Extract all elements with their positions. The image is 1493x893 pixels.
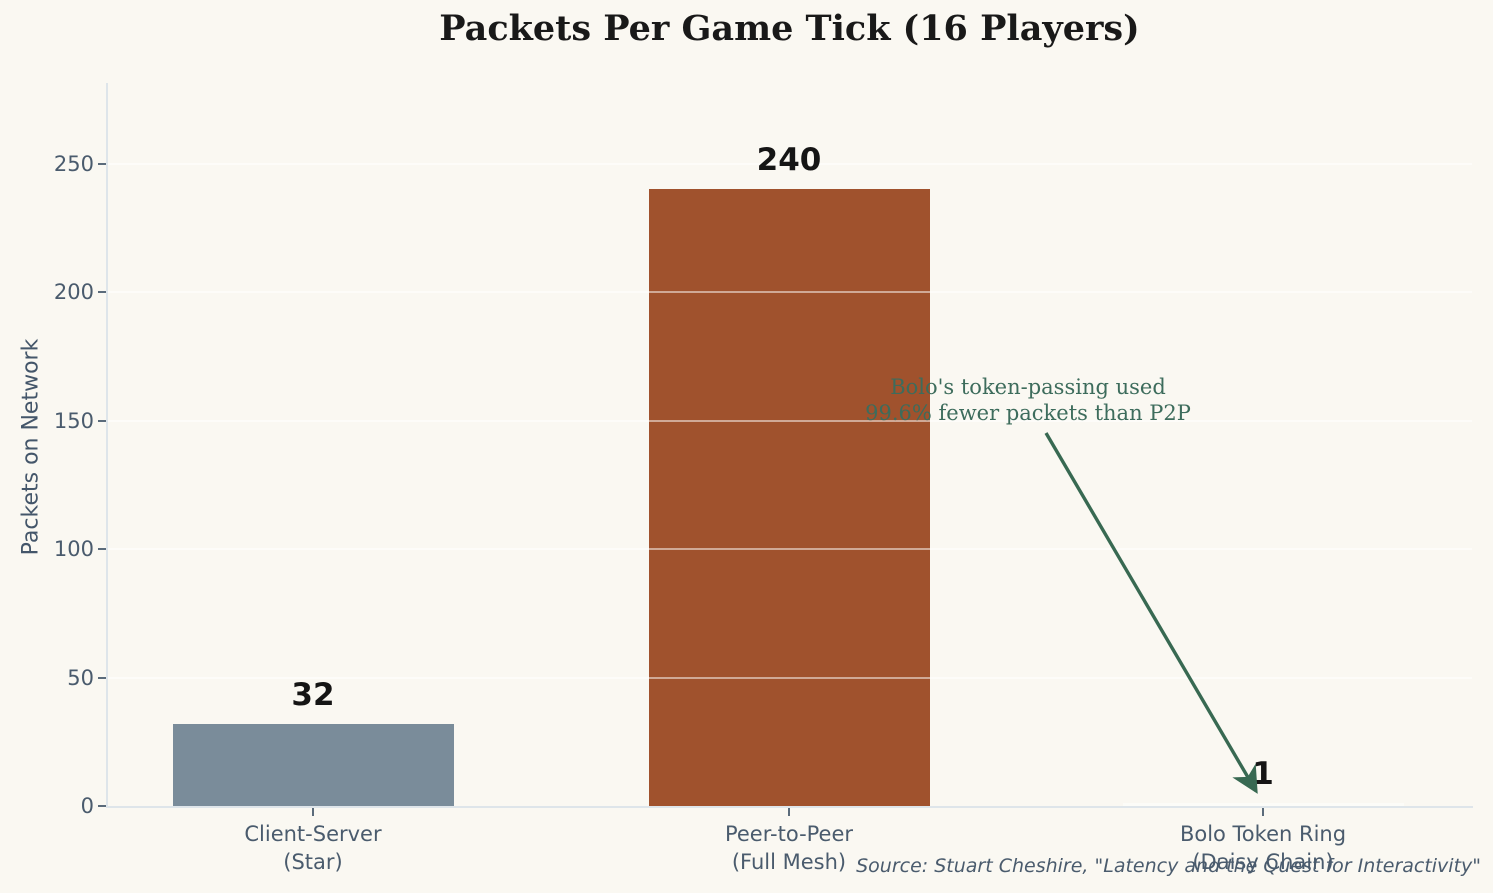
y-tick-label-0: 0 bbox=[80, 794, 94, 818]
bar-bolo-token-ring bbox=[1122, 803, 1404, 806]
gridline-50 bbox=[107, 676, 1472, 679]
y-tick-mark-100 bbox=[98, 548, 106, 550]
gridline-150 bbox=[107, 419, 1472, 422]
y-tick-mark-200 bbox=[98, 291, 106, 293]
x-tick-label-peer-to-peer: Peer-to-Peer (Full Mesh) bbox=[629, 820, 949, 876]
gridline-100 bbox=[107, 548, 1472, 550]
y-tick-mark-150 bbox=[98, 419, 106, 422]
y-tick-mark-0 bbox=[98, 805, 106, 807]
x-tick-mark-peer-to-peer bbox=[788, 808, 790, 816]
y-tick-label-200: 200 bbox=[53, 280, 94, 304]
gridline-250 bbox=[107, 162, 1472, 165]
y-tick-label-150: 150 bbox=[53, 408, 94, 433]
x-axis-line bbox=[106, 806, 1473, 808]
bar-client-server bbox=[172, 723, 454, 806]
x-tick-label-client-server: Client-Server (Star) bbox=[153, 820, 473, 876]
value-label-peer-to-peer: 240 bbox=[756, 142, 822, 179]
x-tick-mark-client-server bbox=[312, 808, 314, 816]
y-axis-line bbox=[106, 83, 108, 807]
x-tick-mark-bolo-token-ring bbox=[1262, 808, 1264, 816]
x-tick-label-line: (Daisy Chain) bbox=[1192, 850, 1334, 874]
x-tick-label-line: Bolo Token Ring bbox=[1179, 822, 1347, 846]
y-tick-mark-50 bbox=[98, 676, 106, 679]
source-caption: Source: Stuart Cheshire, "Latency and th… bbox=[856, 855, 1481, 877]
y-tick-label-250: 250 bbox=[53, 151, 94, 176]
y-tick-mark-250 bbox=[98, 162, 106, 165]
chart-title: Packets Per Game Tick (16 Players) bbox=[439, 8, 1140, 49]
x-tick-label-bolo-token-ring: Bolo Token Ring (Daisy Chain) bbox=[1103, 820, 1423, 876]
annotation-line-1: Bolo's token-passing used bbox=[890, 375, 1166, 399]
y-tick-label-50: 50 bbox=[67, 665, 94, 690]
x-tick-label-line: Peer-to-Peer bbox=[724, 822, 854, 846]
annotation-line-2: 99.6% fewer packets than P2P bbox=[865, 401, 1191, 425]
value-label-client-server: 32 bbox=[291, 676, 335, 713]
annotation-text: Bolo's token-passing used 99.6% fewer pa… bbox=[778, 374, 1278, 426]
gridline-200 bbox=[107, 291, 1472, 293]
bar-peer-to-peer bbox=[648, 189, 930, 806]
x-tick-label-line: (Full Mesh) bbox=[731, 850, 847, 874]
y-axis-label: Packets on Network bbox=[18, 338, 44, 556]
x-tick-label-line: (Star) bbox=[283, 850, 343, 874]
y-tick-label-100: 100 bbox=[53, 537, 94, 561]
value-label-bolo-token-ring: 1 bbox=[1252, 756, 1274, 793]
x-tick-label-line: Client-Server bbox=[244, 822, 382, 846]
